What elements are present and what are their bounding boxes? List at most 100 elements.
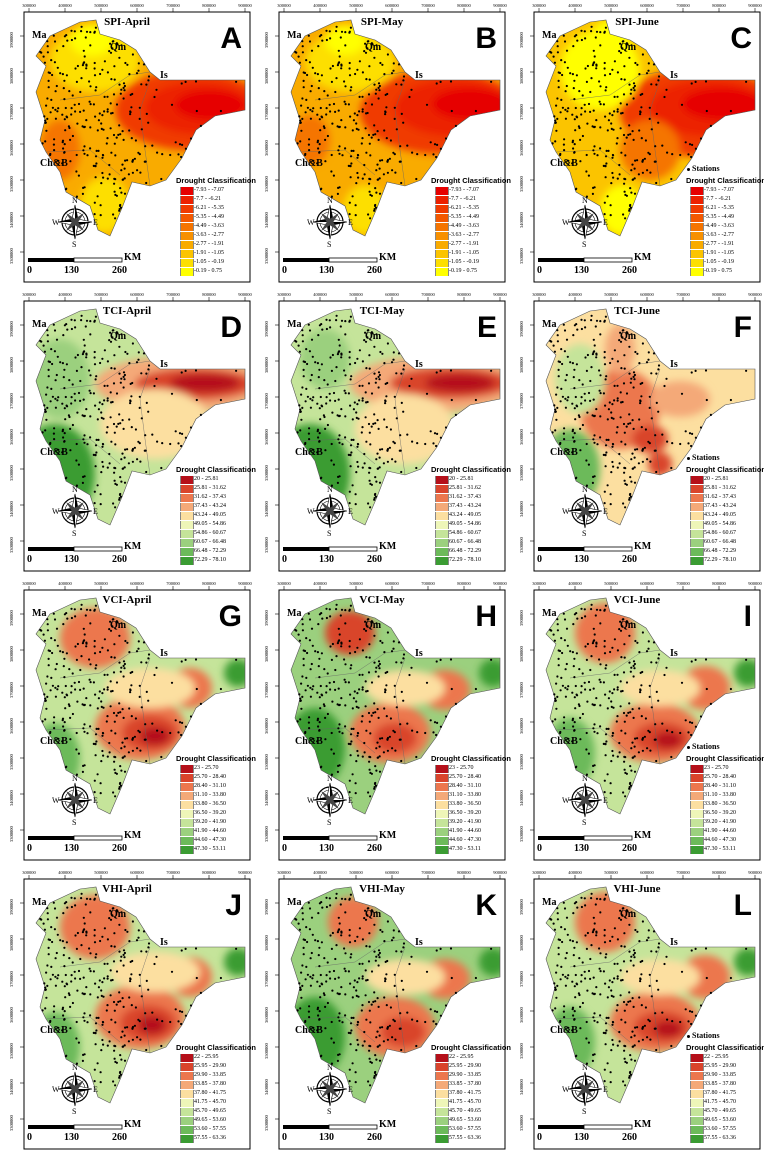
station-point	[82, 398, 85, 401]
station-point	[391, 169, 394, 172]
station-point	[393, 106, 396, 109]
legend-item: -5.35 - -4.49	[194, 214, 224, 220]
station-point	[106, 426, 109, 429]
station-point	[336, 481, 339, 484]
station-point	[408, 384, 411, 388]
station-point	[89, 681, 92, 684]
station-point	[338, 723, 341, 726]
station-point	[610, 994, 613, 997]
x-tick-label: 700000	[421, 581, 435, 586]
y-tick-label: 3500000	[264, 465, 269, 481]
station-point	[474, 976, 477, 980]
station-point	[301, 984, 304, 987]
legend-item: 43.24 - 49.05	[704, 512, 736, 518]
station-point	[632, 664, 635, 667]
station-point	[42, 922, 45, 925]
station-point	[591, 481, 594, 484]
station-point	[111, 618, 114, 621]
region-label: Qm	[620, 909, 637, 920]
map-panel-g: 300000 400000 500000 600000 700000 800000 9000…	[0, 578, 256, 866]
station-point	[399, 723, 402, 726]
station-point	[435, 733, 438, 737]
compass-west: W	[562, 218, 570, 227]
station-point	[76, 989, 79, 992]
station-point	[567, 1026, 570, 1029]
station-point	[67, 703, 70, 706]
station-point	[388, 446, 391, 449]
station-point	[94, 1031, 97, 1034]
station-point	[339, 325, 342, 328]
station-point	[661, 1011, 664, 1014]
station-point	[113, 142, 116, 145]
station-point	[637, 751, 640, 754]
station-point	[335, 319, 338, 322]
x-tick-label: 500000	[94, 292, 108, 297]
station-point	[363, 628, 366, 631]
station-point	[136, 458, 139, 461]
station-point	[745, 80, 748, 83]
compass-south: S	[582, 529, 587, 538]
station-point	[595, 64, 598, 67]
station-point	[144, 1012, 147, 1015]
station-point	[112, 93, 116, 96]
station-point	[622, 671, 626, 674]
station-point	[77, 102, 81, 106]
station-point	[305, 348, 308, 351]
station-point	[100, 416, 103, 419]
station-point	[120, 911, 123, 914]
station-point	[386, 449, 389, 452]
legend-item: 44.60 - 47.30	[449, 837, 481, 843]
scale-end: 260	[622, 1132, 637, 1143]
station-point	[112, 133, 116, 137]
station-point	[352, 149, 355, 152]
station-point	[89, 898, 92, 901]
station-point	[630, 333, 633, 336]
drought-zone	[373, 723, 417, 753]
station-point	[106, 399, 109, 402]
station-point	[145, 1048, 148, 1052]
station-point	[381, 63, 384, 66]
station-point	[411, 151, 414, 154]
station-point	[57, 685, 60, 688]
station-point	[85, 645, 88, 648]
station-point	[564, 108, 567, 111]
station-point	[563, 350, 566, 353]
x-tick-label: 600000	[385, 292, 399, 297]
station-point	[121, 1030, 124, 1033]
station-point	[118, 991, 121, 994]
station-point	[388, 157, 391, 160]
station-point	[311, 355, 314, 358]
station-point	[378, 951, 381, 955]
station-point	[573, 118, 576, 121]
legend-swatch	[690, 485, 704, 494]
station-point	[603, 609, 606, 612]
station-point	[320, 323, 323, 326]
station-point	[370, 970, 374, 973]
scale-bar	[538, 836, 584, 840]
station-point	[341, 154, 344, 157]
station-point	[615, 1009, 618, 1012]
station-point	[46, 907, 49, 910]
station-point	[122, 82, 126, 85]
station-point	[606, 773, 609, 776]
station-point	[583, 392, 586, 395]
station-point	[122, 1045, 125, 1048]
compass-rose-icon	[567, 782, 603, 818]
station-point	[340, 64, 343, 67]
station-point	[661, 144, 664, 147]
station-point	[621, 618, 624, 621]
station-point	[647, 929, 650, 932]
station-point	[572, 954, 575, 957]
station-point	[82, 49, 85, 52]
station-point	[118, 1076, 121, 1079]
station-point	[81, 642, 84, 645]
legend-swatch	[690, 539, 704, 548]
station-point	[49, 111, 52, 114]
station-point	[610, 705, 613, 708]
station-point	[371, 621, 374, 624]
station-point	[318, 98, 321, 101]
region-label: Is	[415, 648, 423, 659]
station-point	[349, 604, 352, 607]
station-point	[358, 977, 361, 980]
station-point	[122, 756, 125, 759]
